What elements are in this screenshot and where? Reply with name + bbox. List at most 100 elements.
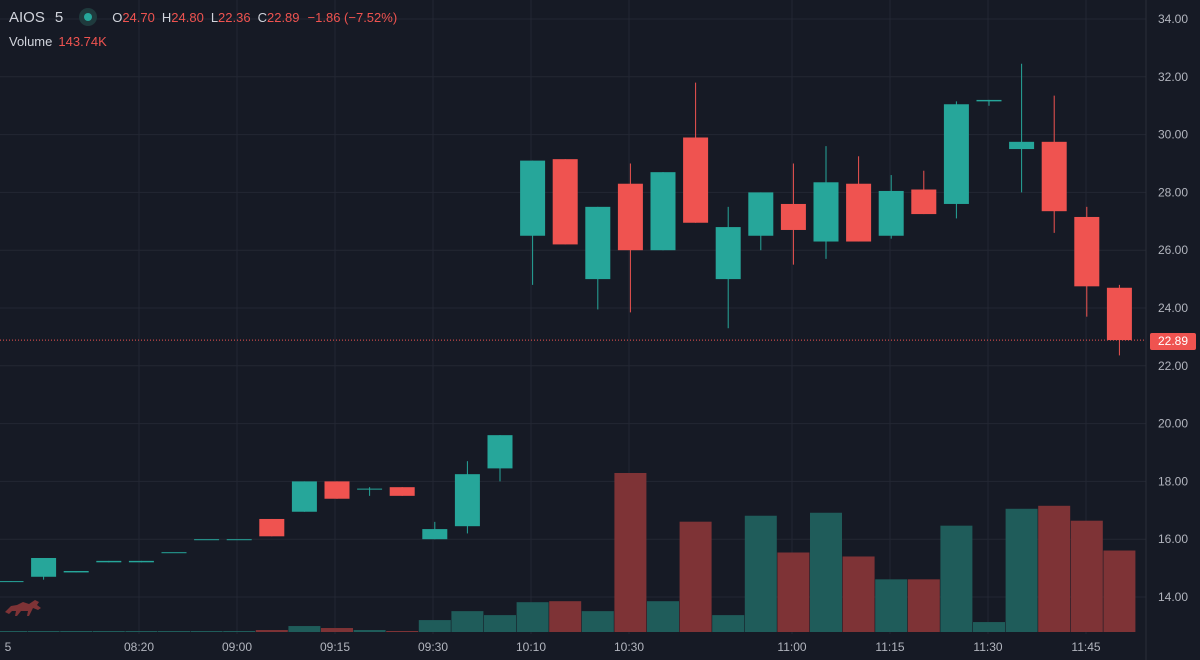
volume-bar — [907, 579, 940, 632]
volume-bar — [581, 611, 614, 632]
volume-bar — [614, 473, 647, 632]
candle-body — [780, 203, 806, 230]
candle-body — [226, 539, 252, 541]
candle-body — [63, 570, 89, 573]
candle-body — [161, 552, 187, 554]
price-tick-label: 34.00 — [1158, 12, 1188, 26]
time-tick-label: 09:30 — [418, 640, 448, 654]
bull-icon[interactable] — [3, 596, 45, 623]
price-tick-label: 30.00 — [1158, 128, 1188, 142]
price-axis[interactable]: 34.00 32.00 30.00 28.00 26.00 24.00 22.00 20.00… — [1158, 12, 1188, 604]
candle-body — [617, 183, 643, 251]
candle-body — [1074, 216, 1100, 287]
volume-bar — [223, 631, 256, 632]
candle-body — [748, 192, 774, 236]
candle-body — [357, 488, 383, 490]
open-label: O — [112, 9, 123, 25]
price-tick-label: 18.00 — [1158, 474, 1188, 488]
price-tick-label: 22.00 — [1158, 359, 1188, 373]
volume-bar — [810, 512, 842, 632]
volume-bar — [125, 631, 158, 632]
close-value: 22.89 — [266, 9, 300, 25]
volume-bar — [190, 631, 223, 632]
candle-body — [650, 172, 676, 251]
volume-bar — [842, 556, 875, 632]
change-value: −1.86 (−7.52%) — [307, 9, 398, 25]
price-tick-label: 16.00 — [1158, 532, 1188, 546]
market-status-icon[interactable] — [79, 8, 98, 26]
volume-value: 143.74K — [58, 34, 107, 49]
candle-body — [683, 137, 709, 223]
symbol-name[interactable]: AIOS — [9, 8, 45, 26]
volume-bar — [744, 515, 777, 632]
candle-body — [878, 190, 904, 236]
volume-bar — [92, 631, 125, 632]
time-tick-label: 11:30 — [973, 640, 1002, 654]
price-tick-label: 24.00 — [1158, 301, 1188, 315]
volume-bar — [386, 631, 419, 632]
candle-body — [454, 474, 480, 527]
volume-bar — [647, 601, 679, 632]
time-tick-label: 08:20 — [124, 640, 154, 654]
candle-body — [389, 487, 415, 496]
price-tick-label: 28.00 — [1158, 185, 1188, 199]
grid-lines — [0, 0, 1146, 634]
volume-bar — [0, 631, 27, 632]
interval-label[interactable]: 5 — [54, 8, 64, 26]
close-label: C — [257, 9, 267, 25]
candle-body — [128, 560, 154, 563]
low-value: 22.36 — [218, 9, 251, 25]
volume-legend: Volume 143.74K — [9, 34, 107, 49]
volume-bar — [353, 630, 386, 632]
volume-bar — [973, 622, 1005, 632]
candle-body — [813, 182, 839, 242]
time-tick-label: 11:15 — [875, 640, 904, 654]
candle-body — [259, 518, 285, 537]
time-tick-label: 11:00 — [777, 640, 806, 654]
volume-bar — [288, 626, 321, 632]
candle-body — [715, 227, 741, 280]
candle-body — [0, 581, 24, 583]
high-value: 24.80 — [171, 9, 204, 25]
volume-bar — [255, 630, 288, 632]
time-axis[interactable]: 5 08:20 09:00 09:15 09:30 10:10 10:30 11:00 11:1… — [5, 640, 1101, 654]
volume-bar — [777, 552, 810, 632]
time-tick-label: 11:45 — [1071, 640, 1100, 654]
open-value: 24.70 — [122, 9, 155, 25]
candle-body — [976, 99, 1002, 102]
candle-body — [552, 159, 578, 245]
candle-body — [487, 435, 513, 469]
candle-body — [1106, 287, 1132, 341]
candle-body — [846, 183, 872, 242]
volume-bar — [1005, 508, 1038, 632]
high-label: H — [161, 9, 172, 25]
volume-bars — [0, 473, 1136, 632]
volume-bar — [1038, 505, 1071, 632]
volume-bar — [60, 631, 93, 632]
candle-body — [1009, 141, 1035, 150]
price-candles — [0, 63, 1132, 583]
candle-body — [194, 539, 220, 541]
time-tick-label: 09:15 — [320, 640, 350, 654]
candle-body — [1041, 141, 1067, 212]
price-tick-label: 32.00 — [1158, 70, 1188, 84]
volume-bar — [158, 631, 190, 632]
volume-bar — [679, 521, 712, 632]
volume-bar — [1070, 520, 1103, 632]
time-tick-label: 10:30 — [614, 640, 644, 654]
volume-bar — [516, 602, 549, 632]
volume-bar — [712, 615, 745, 632]
volume-bar — [484, 615, 516, 632]
volume-bar — [940, 525, 973, 632]
price-tick-label: 14.00 — [1158, 590, 1188, 604]
candle-body — [943, 104, 969, 204]
volume-bar — [418, 620, 451, 632]
time-tick-label: 5 — [5, 640, 12, 654]
price-tick-label: 26.00 — [1158, 243, 1188, 257]
volume-bar — [549, 601, 582, 632]
symbol-legend: AIOS 5 O 24.70 H 24.80 L 22.36 C 22.89 −1.86… — [9, 8, 397, 26]
volume-bar — [1103, 550, 1136, 632]
time-tick-label: 10:10 — [516, 640, 546, 654]
candle-body — [911, 189, 937, 215]
